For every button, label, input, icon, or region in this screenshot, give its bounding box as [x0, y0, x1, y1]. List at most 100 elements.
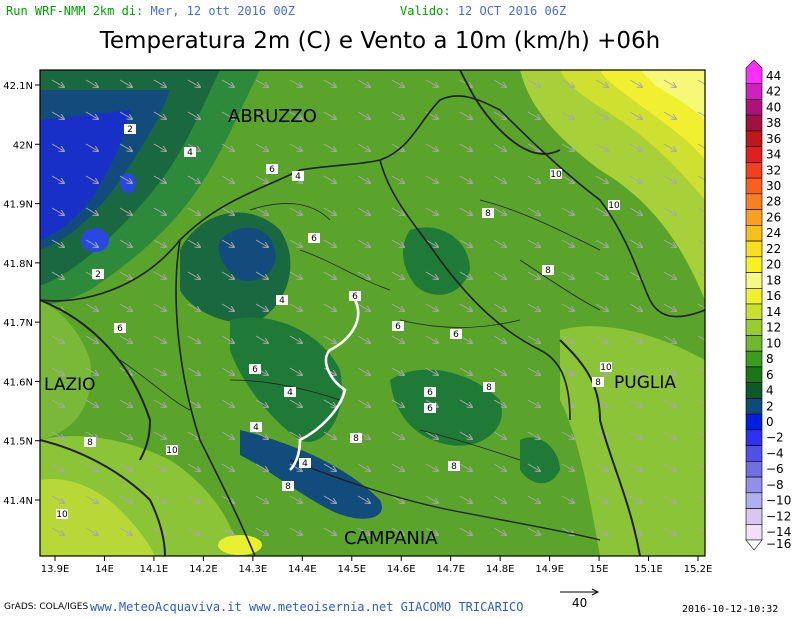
wind-arrow [391, 399, 404, 407]
wind-arrow [629, 175, 642, 183]
wind-arrow [697, 111, 705, 119]
colorbar-swatch [745, 209, 763, 226]
colorbar-label: 42 [766, 85, 781, 99]
wind-arrow [323, 143, 336, 151]
wind-arrow [595, 207, 608, 215]
wind-arrow [493, 271, 506, 279]
wind-arrow [255, 271, 268, 279]
wind-arrow [425, 527, 438, 535]
contour-label-bg [483, 382, 495, 392]
wind-arrow [595, 463, 608, 471]
colorbar-label: 8 [766, 352, 774, 366]
wind-arrow [493, 239, 506, 247]
lon-tick-label: 15.2E [684, 564, 713, 575]
wind-arrow [561, 399, 574, 407]
colorbar-label: 38 [766, 116, 781, 130]
wind-arrow [357, 271, 370, 279]
wind-arrow [153, 79, 166, 87]
wind-arrow [391, 143, 404, 151]
wind-arrow [561, 143, 574, 151]
contour-label: 8 [87, 438, 93, 448]
wind-arrow [459, 399, 472, 407]
wind-arrow [221, 143, 234, 151]
wind-arrow [561, 239, 574, 247]
wind-arrow [153, 207, 166, 215]
wind-arrow [289, 367, 302, 375]
grads-credit: GrADS: COLA/IGES [4, 602, 89, 612]
region-campania: CAMPANIA [344, 528, 438, 549]
run-label: Run WRF-NMM 2km di: [6, 4, 144, 18]
wind-arrow [561, 335, 574, 343]
colorbar-swatch [745, 240, 763, 258]
colorbar-swatch [745, 445, 763, 462]
contour-label-bg [448, 461, 460, 471]
wind-arrow [391, 79, 404, 87]
wind-arrow [51, 527, 64, 535]
wind-arrow [697, 399, 705, 407]
colorbar-label: −10 [766, 494, 791, 508]
wind-arrow [425, 271, 438, 279]
wind-arrow [459, 111, 472, 119]
contour-label: 10 [608, 201, 620, 211]
contour-label-bg [250, 422, 262, 432]
wind-arrow [289, 143, 302, 151]
colorbar-label: 40 [766, 100, 781, 114]
wind-arrow [697, 271, 705, 279]
lat-tick-label: 42N [13, 140, 33, 151]
wind-arrow [221, 111, 234, 119]
wind-arrow [663, 239, 676, 247]
wind-arrow [391, 207, 404, 215]
wind-arrow [663, 399, 676, 407]
wind-arrow [561, 463, 574, 471]
colorbar-swatch [745, 508, 763, 525]
contour-label-bg [184, 147, 196, 157]
wind-arrow [323, 207, 336, 215]
lon-tick-label: 14.4E [288, 564, 317, 575]
wind-arrow [323, 527, 336, 535]
wind-arrow [51, 79, 64, 87]
wind-arrow [323, 463, 336, 471]
wind-arrow [85, 207, 98, 215]
contour-label: 8 [285, 482, 291, 492]
colorbar-swatch [745, 130, 763, 147]
wind-arrow [357, 335, 370, 343]
wind-arrow [85, 111, 98, 119]
wind-arrow [153, 239, 166, 247]
wind-arrow [459, 527, 472, 535]
colorbar-swatch [745, 287, 763, 305]
wind-arrow [425, 143, 438, 151]
colorbar-swatch [745, 162, 763, 179]
wind-arrow [221, 335, 234, 343]
wind-arrow [459, 207, 472, 215]
wind-arrow [663, 303, 676, 311]
wind-arrow [51, 399, 64, 407]
wind-arrow [255, 175, 268, 183]
lon-tick-label: 15E [590, 564, 609, 575]
colorbar-label: −2 [766, 431, 784, 445]
lon-tick-label: 14.9E [535, 564, 564, 575]
wind-arrow [119, 207, 132, 215]
lon-tick-label: 14E [95, 564, 114, 575]
contour-label: 4 [287, 388, 293, 398]
wind-arrow [323, 271, 336, 279]
wind-arrow [391, 335, 404, 343]
wind-arrow [663, 335, 676, 343]
wind-arrow [119, 335, 132, 343]
wind-arrow [595, 495, 608, 503]
colorbar-swatch [745, 523, 763, 541]
footer-date: 2016-10-12-10:32 [682, 604, 779, 615]
colorbar-swatch [745, 382, 763, 399]
wind-arrow [697, 79, 705, 87]
wind-arrow [289, 495, 302, 503]
wind-arrow [527, 79, 540, 87]
contour-label-bg [284, 387, 296, 397]
wind-arrow [119, 431, 132, 439]
wind-arrow [629, 143, 642, 151]
wind-arrow [527, 463, 540, 471]
wind-arrow [221, 175, 234, 183]
wind-arrow [289, 399, 302, 407]
contour-labels: 2 4 6 4 6 2 6 4 6 6 6 6 4 4 4 6 8 8 8 8 10 10 10 8 10 8 10 8 8 6 [56, 124, 620, 520]
map-title: Temperatura 2m (C) e Vento a 10m (km/h) … [99, 28, 661, 54]
lat-tick-label: 41.9N [3, 200, 33, 211]
wind-arrow [391, 175, 404, 183]
